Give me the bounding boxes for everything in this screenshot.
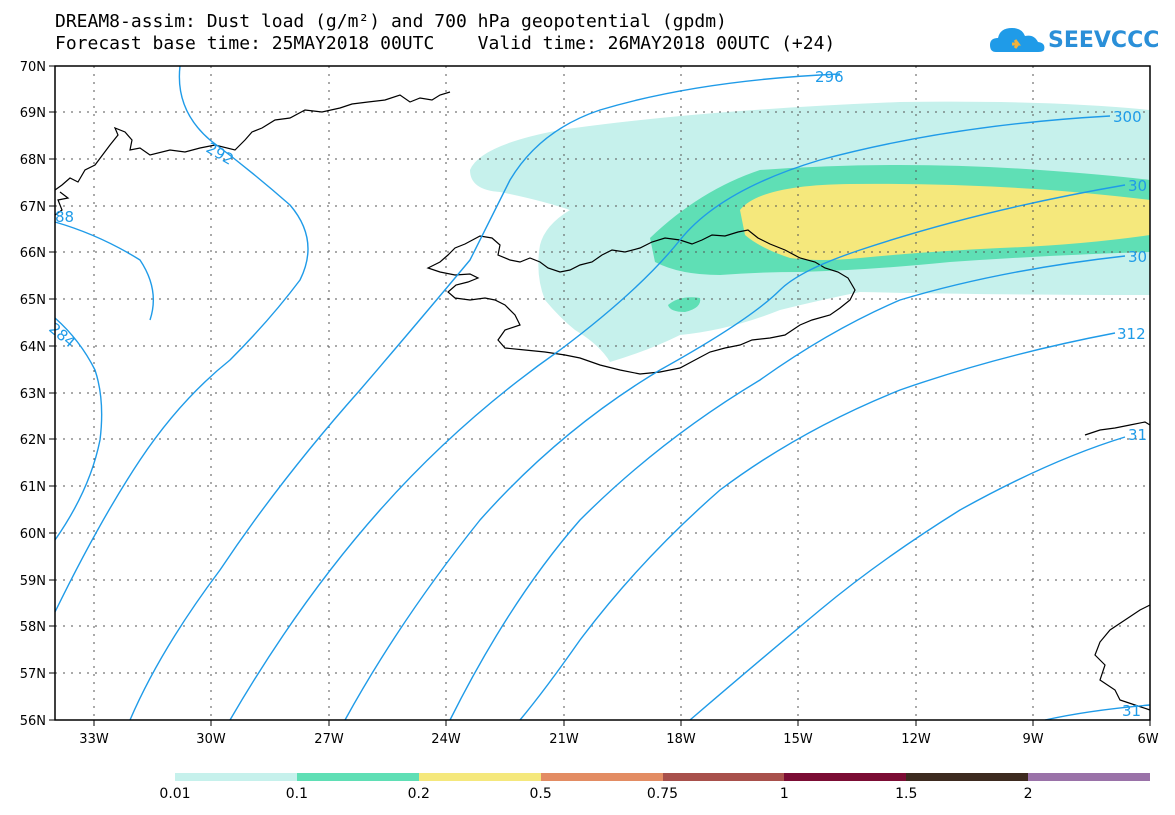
lon-label: 33W: [79, 732, 109, 747]
contour-288: [54, 221, 155, 321]
lon-label: 30W: [196, 732, 226, 747]
lat-labels: 70N 69N 68N 67N 66N 65N 64N 63N 62N 61N …: [20, 60, 46, 729]
graticule: [55, 66, 1150, 720]
greenland-coast-west: [54, 191, 70, 216]
lon-label: 21W: [549, 732, 579, 747]
contour-308: [449, 255, 1126, 721]
legend-swatch: [784, 773, 907, 781]
legend-swatch: [418, 773, 541, 781]
contour-316: [689, 436, 1126, 721]
lon-label: 9W: [1022, 732, 1043, 747]
contour-label: 30: [1128, 177, 1147, 195]
scotland-coast: [1094, 604, 1151, 711]
legend-swatch: [296, 773, 419, 781]
coastlines: [54, 91, 1151, 711]
lat-label: 60N: [20, 527, 46, 542]
chart-title-line1: DREAM8-assim: Dust load (g/m²) and 700 h…: [55, 11, 727, 32]
lat-label: 67N: [20, 200, 46, 215]
lat-label: 64N: [20, 340, 46, 355]
lat-label: 59N: [20, 574, 46, 589]
contour-304: [344, 184, 1126, 721]
contour-labels: 292 296 300 30 30 312 284 31 31 88: [45, 68, 1147, 720]
scotland-north-coast: [1084, 421, 1151, 436]
lon-label: 15W: [783, 732, 813, 747]
legend-label: 0.1: [285, 786, 309, 802]
legend-swatch: [175, 773, 297, 781]
lat-label: 69N: [20, 106, 46, 121]
contour-label: 31: [1128, 426, 1147, 444]
lat-label: 58N: [20, 620, 46, 635]
contour-label: 312: [1117, 325, 1146, 343]
lat-label: 61N: [20, 480, 46, 495]
legend-label: 0.75: [646, 786, 679, 802]
contour-320: [1044, 704, 1151, 721]
contour-label: 88: [55, 208, 74, 226]
lon-label: 12W: [901, 732, 931, 747]
lon-label: 24W: [431, 732, 461, 747]
lat-label: 70N: [20, 60, 46, 75]
logo-text: SEEVCCC: [1048, 28, 1160, 53]
lon-label: 18W: [666, 732, 696, 747]
lon-label: 27W: [314, 732, 344, 747]
lat-label: 63N: [20, 387, 46, 402]
lat-label: 56N: [20, 714, 46, 729]
contour-312: [519, 332, 1116, 721]
contour-284: [54, 317, 103, 541]
legend-swatch: [540, 773, 663, 781]
geopotential-contours: [54, 65, 1151, 721]
legend-swatch: [662, 773, 785, 781]
seevccc-logo: SEEVCCC: [988, 20, 1160, 60]
lon-labels: 33W 30W 27W 24W 21W 18W 15W 12W 9W 6W: [79, 732, 1158, 747]
contour-label: 296: [815, 68, 844, 86]
lon-label: 6W: [1137, 732, 1158, 747]
dust-shading: [470, 101, 1150, 363]
legend-label: 1: [779, 786, 789, 802]
axis-ticks: [49, 65, 1151, 726]
lat-label: 62N: [20, 433, 46, 448]
legend-swatch: [1028, 773, 1150, 781]
color-legend: [175, 773, 1150, 781]
dust-area-0.2: [740, 183, 1150, 260]
legend-label: 1.5: [895, 786, 918, 802]
lat-label: 57N: [20, 667, 46, 682]
iceland-coast: [426, 229, 856, 375]
lat-label: 65N: [20, 293, 46, 308]
contour-label: 292: [203, 139, 237, 169]
contour-label: 284: [45, 319, 79, 351]
cloud-icon: [990, 28, 1045, 52]
contour-300: [229, 115, 1111, 721]
contour-label: 31: [1122, 702, 1141, 720]
legend-label: 2: [1023, 786, 1033, 802]
contour-292: [54, 65, 309, 613]
chart-title-line2: Forecast base time: 25MAY2018 00UTC Vali…: [55, 33, 836, 54]
legend-swatch: [906, 773, 1029, 781]
lat-label: 68N: [20, 153, 46, 168]
contour-label: 300: [1113, 108, 1142, 126]
legend-label: 0.2: [407, 786, 430, 802]
lat-label: 66N: [20, 246, 46, 261]
contour-296: [129, 73, 841, 721]
legend-label: 0.01: [159, 786, 191, 802]
legend-label: 0.5: [529, 786, 552, 802]
dust-area-0.1-small: [668, 297, 701, 312]
greenland-coast: [54, 91, 451, 191]
contour-label: 30: [1128, 248, 1147, 266]
